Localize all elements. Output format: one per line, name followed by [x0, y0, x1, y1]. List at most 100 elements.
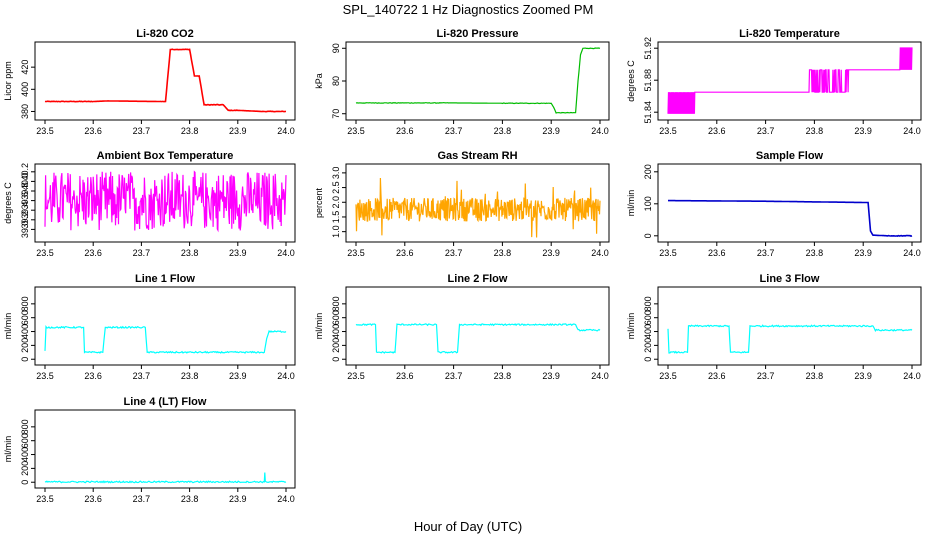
y-tick-label: 1.0	[331, 225, 341, 238]
y-tick-label: 0	[20, 480, 30, 485]
x-tick-label: 23.9	[854, 126, 872, 136]
plot-frame	[345, 163, 610, 243]
y-tick-label: 3.0	[331, 167, 341, 180]
y-tick-label: 70	[331, 109, 341, 119]
panel-title: Gas Stream RH	[437, 150, 517, 162]
y-tick-label: 90	[331, 43, 341, 53]
y-tick-label: 0	[643, 233, 653, 238]
panels: Li-820 CO2 23.5 23.6 23.7 23.8 23.9 24.0 380 400…	[3, 28, 922, 504]
y-tick-label: 200	[20, 338, 30, 353]
series-line-rh	[355, 177, 601, 238]
x-tick-label: 23.8	[181, 494, 199, 504]
x-tick-label: 23.9	[854, 248, 872, 258]
plot-frame	[34, 286, 296, 366]
x-tick-label: 24.0	[591, 371, 609, 381]
y-tick-label: 39.0	[20, 221, 30, 239]
plot-frame	[34, 409, 296, 489]
x-tick-label: 24.0	[277, 248, 295, 258]
y-tick-label: 39.4	[20, 201, 30, 219]
y-tick-label: 200	[20, 461, 30, 476]
x-tick-label: 23.8	[181, 371, 199, 381]
y-tick-label: 400	[643, 324, 653, 339]
y-axis-label: ml/min	[314, 313, 324, 340]
panel-pressure: Li-820 Pressure 23.5 23.6 23.7 23.8 23.9 24.0 7…	[314, 28, 610, 136]
y-tick-label: 39.8	[20, 182, 30, 200]
panel-line1: Line 1 Flow 23.5 23.6 23.7 23.8 23.9 24.0 0 2004…	[3, 273, 296, 381]
x-tick-label: 23.8	[806, 371, 824, 381]
y-tick-label: 400	[20, 447, 30, 462]
x-tick-label: 24.0	[277, 126, 295, 136]
x-tick-label: 23.7	[757, 248, 775, 258]
y-tick-label: 600	[20, 433, 30, 448]
panel-title: Li-820 CO2	[136, 28, 193, 40]
x-tick-label: 24.0	[903, 371, 921, 381]
y-tick-label: 400	[331, 324, 341, 339]
panel-line4: Line 4 (LT) Flow 23.5 23.6 23.7 23.8 23.9 24.0…	[3, 396, 296, 504]
y-axis-label: ml/min	[626, 313, 636, 340]
plot-frame	[345, 41, 610, 121]
series-line-pressure	[355, 47, 601, 114]
x-tick-label: 23.6	[84, 248, 102, 258]
y-tick-label: 600	[643, 310, 653, 325]
y-tick-label: 380	[20, 104, 30, 119]
x-tick-label: 23.5	[36, 126, 54, 136]
y-tick-label: 200	[643, 338, 653, 353]
x-tick-label: 23.5	[347, 126, 365, 136]
x-tick-label: 23.7	[133, 126, 151, 136]
x-tick-label: 23.5	[36, 371, 54, 381]
x-tick-label: 23.7	[133, 371, 151, 381]
x-tick-label: 24.0	[903, 248, 921, 258]
panel-sample: Sample Flow 23.5 23.6 23.7 23.8 23.9 24.0 0 100 2…	[626, 150, 922, 258]
series-line-line1	[44, 324, 287, 354]
panel-title: Line 4 (LT) Flow	[124, 396, 207, 408]
y-tick-label: 2.5	[331, 181, 341, 194]
plot-frame	[34, 163, 296, 243]
plot-frame	[657, 41, 922, 121]
x-tick-label: 23.6	[84, 371, 102, 381]
x-tick-label: 23.8	[806, 248, 824, 258]
panel-ambtemp: Ambient Box Temperature 23.5 23.6 23.7 23.8 2…	[3, 150, 296, 258]
y-tick-label: 1.5	[331, 211, 341, 224]
y-tick-label: 800	[643, 296, 653, 311]
x-tick-label: 23.6	[708, 126, 726, 136]
x-tick-label: 24.0	[591, 126, 609, 136]
x-tick-label: 23.7	[133, 494, 151, 504]
plot-frame	[34, 41, 296, 121]
panel-title: Line 2 Flow	[448, 273, 508, 285]
x-tick-label: 24.0	[277, 494, 295, 504]
panel-title: Ambient Box Temperature	[97, 150, 234, 162]
y-axis-label: ml/min	[3, 313, 13, 340]
x-tick-label: 23.9	[542, 371, 560, 381]
panel-title: Line 3 Flow	[760, 273, 820, 285]
panel-title: Li-820 Pressure	[437, 28, 519, 40]
y-tick-label: 51.84	[643, 101, 653, 124]
y-tick-label: 2.0	[331, 196, 341, 209]
x-tick-label: 24.0	[903, 126, 921, 136]
series-line-co2	[44, 48, 287, 113]
y-axis-label: degrees C	[3, 182, 13, 224]
y-tick-label: 200	[331, 338, 341, 353]
series-line-ambtemp	[44, 170, 287, 233]
panel-line3: Line 3 Flow 23.5 23.6 23.7 23.8 23.9 24.0 0 2004…	[626, 273, 922, 381]
x-tick-label: 23.5	[659, 248, 677, 258]
x-tick-label: 23.9	[542, 248, 560, 258]
x-tick-label: 23.7	[133, 248, 151, 258]
x-tick-label: 23.9	[542, 126, 560, 136]
series-line-line2	[355, 322, 601, 354]
plot-frame	[657, 163, 922, 243]
x-tick-label: 23.6	[708, 371, 726, 381]
x-tick-label: 24.0	[591, 248, 609, 258]
x-tick-label: 24.0	[277, 371, 295, 381]
y-tick-label: 39.2	[20, 211, 30, 229]
plot-frame	[345, 286, 610, 366]
y-tick-label: 0	[331, 357, 341, 362]
y-tick-label: 0	[20, 357, 30, 362]
x-tick-label: 23.8	[806, 126, 824, 136]
x-tick-label: 23.5	[347, 248, 365, 258]
x-tick-label: 23.6	[84, 126, 102, 136]
y-tick-label: 200	[643, 164, 653, 179]
x-tick-label: 23.7	[445, 126, 463, 136]
y-tick-label: 600	[331, 310, 341, 325]
panel-line2: Line 2 Flow 23.5 23.6 23.7 23.8 23.9 24.0 0 2004…	[314, 273, 610, 381]
